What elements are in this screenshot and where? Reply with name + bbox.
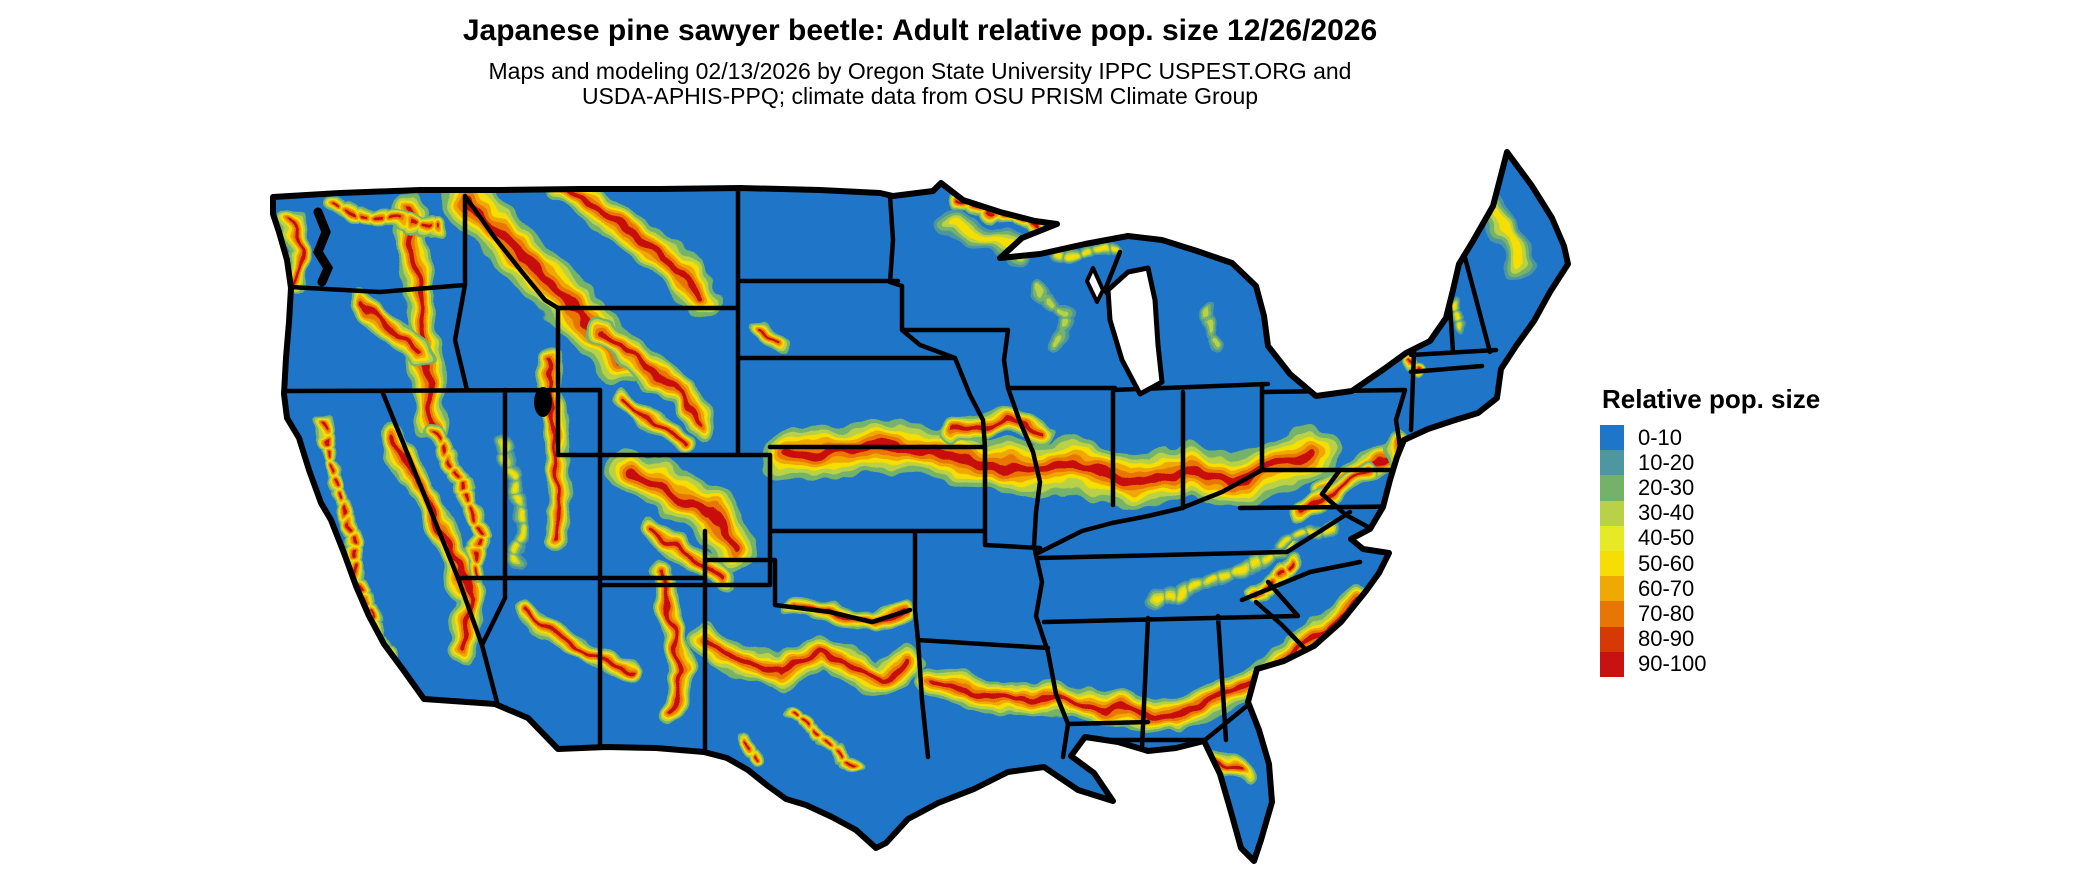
heat-band-mi-up — [1053, 246, 1122, 257]
heat-band-gulf-coast — [1082, 750, 1128, 760]
legend-label: 80-90 — [1638, 626, 1695, 652]
heat-band-mi-north — [1202, 307, 1221, 348]
heat-band-ca-coast-range — [320, 420, 394, 664]
heat-band-nm-sangre — [660, 570, 684, 714]
heat-band-fl-keys — [1162, 868, 1242, 878]
legend-swatch — [1600, 525, 1624, 551]
legend-swatch — [1600, 425, 1624, 451]
heat-band-co-rockies — [628, 468, 736, 550]
legend-label: 0-10 — [1638, 424, 1683, 450]
heat-band-adirondacks — [1412, 292, 1440, 330]
great-lakes — [312, 207, 1165, 417]
heat-band-iowa-north — [950, 420, 1046, 434]
legend-item: 60-70 — [1600, 575, 1900, 602]
heat-band-wi-north — [1037, 287, 1068, 348]
green-bay — [1085, 266, 1105, 304]
heat-band-wa-cascades — [405, 205, 436, 428]
heat-band-fl-keys — [1162, 868, 1242, 878]
legend-swatch — [1600, 601, 1624, 627]
puget-sound — [312, 207, 334, 287]
legend-label: 30-40 — [1638, 500, 1695, 526]
legend-swatch — [1600, 450, 1624, 476]
heat-band-s-wyoming — [620, 400, 684, 444]
heat-band-fl-keys — [1162, 868, 1242, 878]
heat-band-adirondacks — [1417, 297, 1435, 325]
legend-swatch — [1600, 550, 1624, 577]
heat-band-fl-keys — [1162, 868, 1242, 878]
legend-item: 50-60 — [1600, 550, 1900, 577]
heat-band-az-mogollon — [520, 610, 634, 674]
legend-label: 90-100 — [1638, 651, 1707, 677]
great-salt-lake — [534, 387, 552, 417]
heat-band-nv-ranges-west — [430, 430, 484, 584]
heat-band-tx-hill-country — [703, 639, 909, 685]
heat-band-adirondacks — [1411, 291, 1441, 331]
legend-title: Relative pop. size — [1602, 384, 1821, 414]
heat-band-gulf-coast — [1084, 752, 1126, 758]
legend-rows: 0-10 10-20 20-30 30-40 40-50 50-60 60-70 70-80 8… — [1600, 425, 1900, 677]
heat-band-nv-ranges-east — [499, 439, 525, 565]
heat-band-co-sanjuan — [649, 529, 725, 580]
legend-item: 30-40 — [1600, 500, 1900, 526]
legend-swatch — [1600, 651, 1624, 677]
legend-item: 40-50 — [1600, 525, 1900, 551]
legend: Relative pop. size 0-10 10-20 20-30 30-40 40… — [1600, 384, 1900, 677]
figure-subtitle: Maps and modeling 02/13/2026 by Oregon S… — [0, 59, 1840, 109]
heat-band-allegheny — [1298, 468, 1370, 514]
legend-swatch — [1600, 475, 1624, 501]
legend-item: 0-10 — [1600, 424, 1900, 451]
legend-label: 10-20 — [1638, 449, 1695, 475]
heat-band-tn-valley — [1149, 543, 1295, 605]
legend-label: 20-30 — [1638, 474, 1695, 500]
heat-band-fl-keys — [1162, 868, 1242, 878]
heat-band-nh-whites — [1450, 298, 1464, 332]
legend-label: 40-50 — [1638, 525, 1695, 551]
heat-band-sierra-nevada — [389, 435, 473, 651]
heat-band-gulf-coast — [1081, 749, 1129, 761]
legend-item: 80-90 — [1600, 626, 1900, 652]
heat-band-rio-grande-valley — [790, 710, 857, 767]
legend-item: 20-30 — [1600, 474, 1900, 501]
state-borders — [284, 186, 1499, 760]
heat-band-wa-okanogan — [333, 205, 440, 230]
legend-item: 10-20 — [1600, 449, 1900, 476]
heat-band-fl-keys — [1162, 868, 1242, 878]
heat-band-gulf-coast — [1083, 751, 1127, 759]
legend-label: 50-60 — [1638, 550, 1695, 576]
heat-band-olympics — [289, 216, 302, 284]
heat-band-or-blue-mtns — [360, 300, 424, 354]
heat-band-black-hills — [760, 328, 780, 344]
heat-band-mn-north-shore — [958, 203, 1042, 226]
legend-label: 60-70 — [1638, 575, 1695, 601]
heat-band-adirondacks — [1415, 295, 1437, 327]
legend-label: 70-80 — [1638, 600, 1695, 626]
subtitle-line-1: Maps and modeling 02/13/2026 by Oregon S… — [488, 58, 1352, 84]
heat-band-maine-north — [1487, 205, 1525, 267]
heat-band-gulf-coast — [1081, 749, 1129, 761]
page-title: Japanese pine sawyer beetle: Adult relat… — [462, 14, 1378, 47]
heat-band-nc-smokies — [1253, 558, 1300, 597]
heat-band-adirondacks — [1418, 298, 1434, 324]
legend-swatch — [1600, 626, 1624, 652]
heat-band-adirondacks — [1414, 294, 1438, 328]
heat-band-davis-mtns — [743, 740, 767, 762]
heat-band-gulf-coast — [1080, 748, 1130, 762]
lake-michigan — [1105, 265, 1165, 397]
legend-item: 90-100 — [1600, 651, 1900, 677]
legend-item: 70-80 — [1600, 600, 1900, 627]
heat-band-id-sawtooth — [599, 329, 703, 425]
legend-swatch — [1600, 500, 1624, 526]
legend-swatch — [1600, 576, 1624, 602]
subtitle-line-2: USDA-APHIS-PPQ; climate data from OSU PR… — [581, 83, 1259, 109]
heat-band-mt-rockies — [559, 179, 705, 305]
